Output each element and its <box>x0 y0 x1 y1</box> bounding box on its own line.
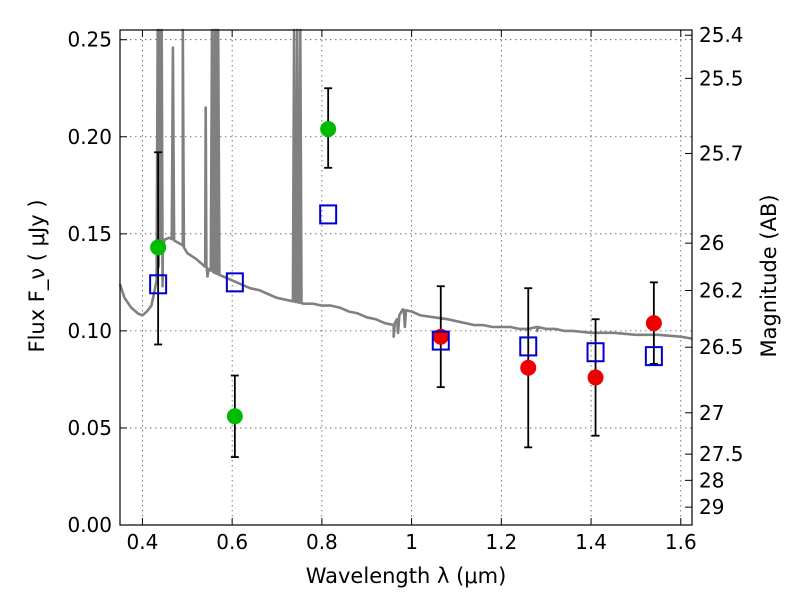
spectrum-layer <box>118 28 693 340</box>
x-axis-label: Wavelength λ (μm) <box>306 564 507 588</box>
magnitude-tick-label: 27.5 <box>699 442 744 466</box>
y-tick-label: 0.15 <box>67 222 112 246</box>
y-tick-label: 0.00 <box>67 513 112 537</box>
data-point-circle <box>432 328 449 345</box>
y-tick-label: 0.25 <box>67 28 112 52</box>
model-point-square <box>519 336 538 357</box>
magnitude-tick-label: 26 <box>699 231 724 255</box>
data-point-circle <box>226 408 243 425</box>
model-point-square <box>644 346 663 367</box>
magnitude-tick-label: 26.5 <box>699 335 744 359</box>
magnitude-tick-label: 28 <box>699 468 724 492</box>
x-tick-label: 0.4 <box>127 530 159 554</box>
data-point-circle <box>320 121 337 137</box>
x-tick-label: 1.6 <box>665 530 697 554</box>
x-tick-label: 1 <box>405 530 418 554</box>
magnitude-tick-label: 25.7 <box>699 141 744 165</box>
y-tick-label: 0.20 <box>67 125 112 149</box>
model-point-square <box>586 342 605 363</box>
tick-layer: 0.4 0.6 0.8 1 1.2 1.4 1.6 0.00 0.05 0.10 0.15 0.20 0… <box>67 23 743 554</box>
marker-layer <box>149 121 663 425</box>
data-point-circle <box>587 369 604 386</box>
magnitude-tick-label: 29 <box>699 495 724 519</box>
x-tick-label: 1.2 <box>485 530 517 554</box>
model-point-square <box>319 204 338 225</box>
data-point-circle <box>150 239 167 256</box>
model-point-square <box>431 330 450 351</box>
model-spectrum-line <box>118 28 693 340</box>
y-axis-label: Flux F_ν ( μJy ) <box>25 199 50 352</box>
magnitude-tick-label: 25.5 <box>699 66 744 90</box>
y-tick-label: 0.05 <box>67 416 112 440</box>
y-tick-label: 0.10 <box>67 319 112 343</box>
magnitude-tick-label: 25.4 <box>699 23 744 47</box>
x-tick-label: 1.4 <box>575 530 607 554</box>
magnitude-tick-label: 26.2 <box>699 279 744 303</box>
model-point-square <box>149 274 168 295</box>
magnitude-axis-label: Magnitude (AB) <box>757 194 781 357</box>
plot-frame <box>119 29 693 526</box>
data-point-circle <box>520 359 537 376</box>
x-tick-label: 0.6 <box>216 530 248 554</box>
x-tick-label: 0.8 <box>306 530 338 554</box>
magnitude-tick-label: 27 <box>699 401 724 425</box>
model-point-square <box>225 272 244 293</box>
data-point-circle <box>645 315 662 332</box>
